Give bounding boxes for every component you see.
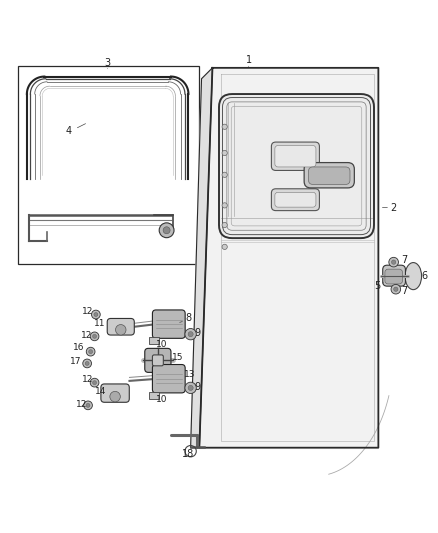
- Text: 7: 7: [401, 255, 407, 265]
- Circle shape: [392, 260, 396, 264]
- FancyBboxPatch shape: [101, 384, 129, 402]
- Ellipse shape: [405, 263, 422, 289]
- Bar: [18, 66, 199, 264]
- Text: 2: 2: [391, 203, 397, 213]
- Text: 12: 12: [81, 306, 93, 316]
- Text: 8: 8: [185, 313, 191, 323]
- FancyBboxPatch shape: [383, 265, 406, 286]
- Circle shape: [185, 382, 196, 393]
- Text: 16: 16: [73, 343, 84, 352]
- Polygon shape: [199, 68, 378, 448]
- Circle shape: [222, 150, 227, 156]
- FancyBboxPatch shape: [152, 355, 163, 366]
- Circle shape: [92, 381, 96, 385]
- Text: 6: 6: [422, 271, 427, 281]
- Circle shape: [85, 361, 89, 366]
- FancyBboxPatch shape: [275, 192, 316, 207]
- FancyBboxPatch shape: [304, 163, 354, 188]
- Text: 10: 10: [155, 395, 167, 403]
- Circle shape: [222, 172, 227, 177]
- Circle shape: [83, 359, 92, 368]
- Circle shape: [222, 124, 227, 130]
- Text: 12: 12: [81, 375, 93, 384]
- Text: 12: 12: [81, 330, 92, 340]
- FancyBboxPatch shape: [220, 95, 373, 237]
- Circle shape: [185, 328, 196, 340]
- Text: 11: 11: [94, 319, 105, 328]
- FancyBboxPatch shape: [385, 269, 403, 284]
- Text: 3: 3: [105, 58, 111, 68]
- Circle shape: [110, 391, 120, 402]
- FancyBboxPatch shape: [107, 318, 134, 335]
- Circle shape: [163, 227, 170, 234]
- Circle shape: [92, 334, 96, 338]
- Circle shape: [94, 312, 98, 317]
- Bar: [149, 392, 159, 399]
- Text: 13: 13: [184, 370, 195, 379]
- Text: 10: 10: [155, 340, 167, 349]
- FancyBboxPatch shape: [308, 167, 350, 184]
- Text: 12: 12: [76, 400, 87, 408]
- Circle shape: [92, 310, 100, 319]
- Circle shape: [90, 378, 99, 387]
- FancyBboxPatch shape: [152, 310, 185, 338]
- Circle shape: [90, 332, 99, 341]
- FancyBboxPatch shape: [272, 189, 319, 211]
- Text: 9: 9: [194, 382, 201, 392]
- Circle shape: [222, 203, 227, 208]
- Circle shape: [391, 285, 401, 294]
- Circle shape: [88, 350, 92, 353]
- Text: 5: 5: [374, 281, 380, 290]
- FancyBboxPatch shape: [145, 349, 171, 373]
- Text: 1: 1: [246, 55, 252, 66]
- FancyBboxPatch shape: [152, 365, 185, 393]
- Circle shape: [389, 257, 399, 267]
- Text: 17: 17: [70, 357, 81, 366]
- Circle shape: [84, 401, 92, 410]
- Bar: [149, 337, 159, 344]
- Text: 4: 4: [65, 126, 71, 136]
- Circle shape: [86, 348, 95, 356]
- Text: 14: 14: [95, 387, 106, 397]
- Text: 7: 7: [401, 286, 407, 296]
- Circle shape: [394, 287, 398, 292]
- Circle shape: [188, 385, 193, 391]
- Circle shape: [116, 325, 126, 335]
- Circle shape: [188, 332, 193, 337]
- Circle shape: [222, 222, 227, 228]
- Circle shape: [159, 223, 174, 238]
- FancyBboxPatch shape: [275, 146, 316, 167]
- Text: 9: 9: [194, 328, 201, 338]
- Text: 18: 18: [182, 449, 194, 459]
- Polygon shape: [191, 68, 212, 448]
- Text: 15: 15: [172, 353, 183, 362]
- Circle shape: [86, 403, 90, 407]
- FancyBboxPatch shape: [272, 142, 319, 171]
- Circle shape: [222, 244, 227, 249]
